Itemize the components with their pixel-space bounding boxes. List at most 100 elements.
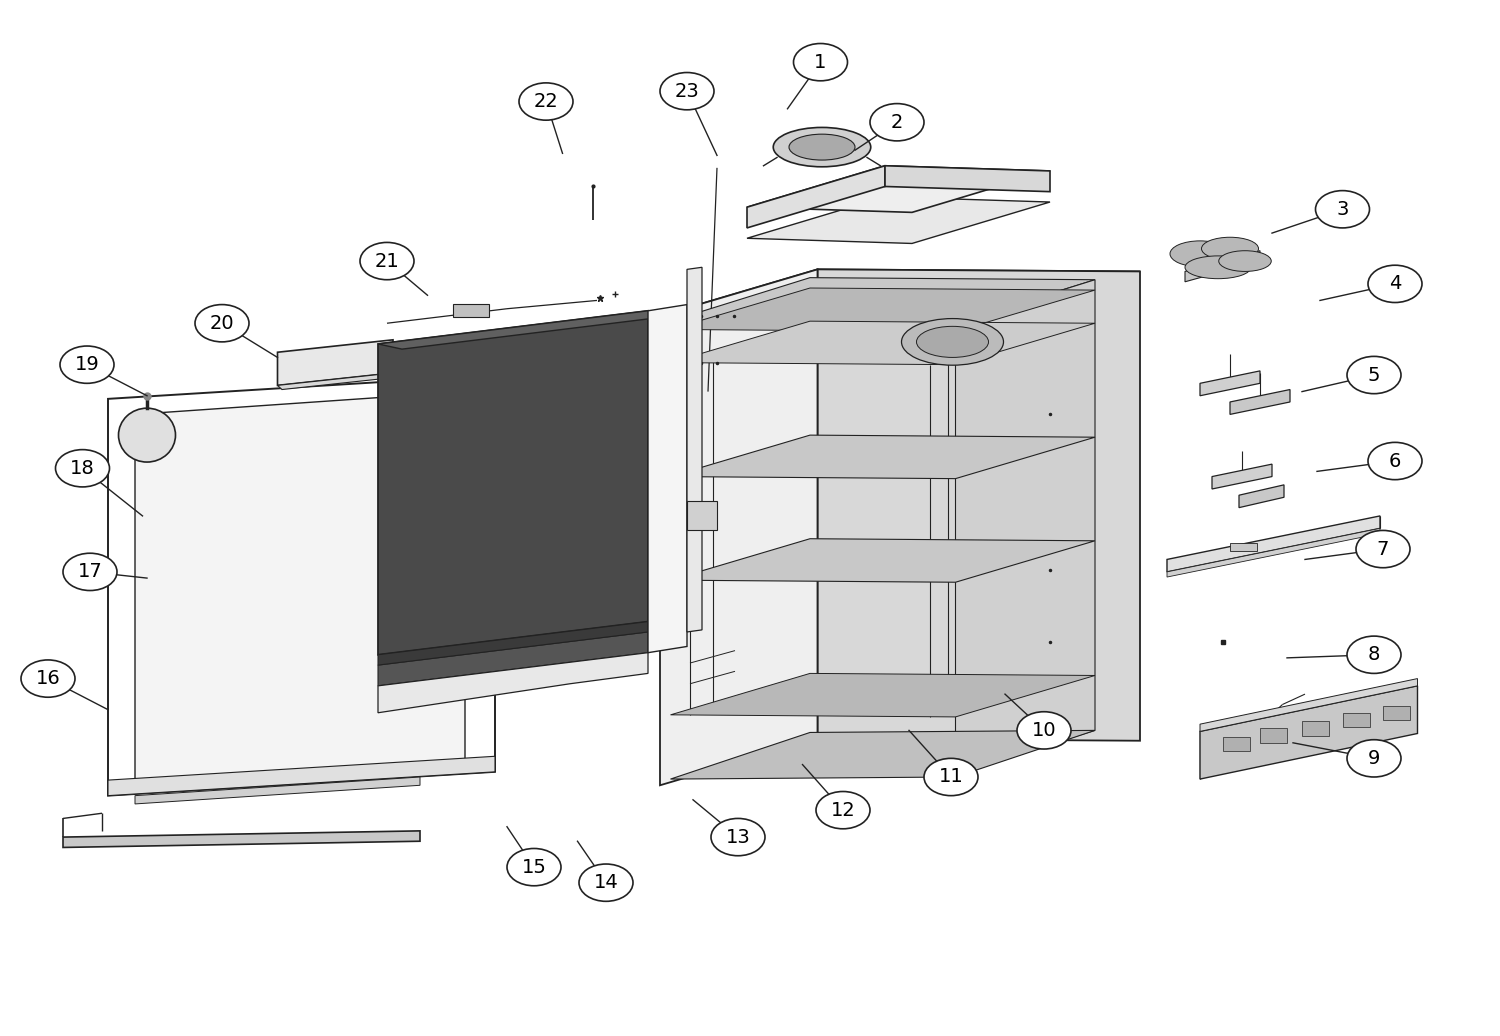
Text: 18: 18: [70, 459, 94, 478]
Polygon shape: [63, 831, 420, 847]
Polygon shape: [378, 311, 648, 655]
Ellipse shape: [1202, 237, 1258, 260]
Text: 17: 17: [78, 563, 102, 581]
Text: 16: 16: [36, 669, 60, 688]
Polygon shape: [1167, 516, 1380, 572]
FancyBboxPatch shape: [453, 304, 489, 317]
Circle shape: [507, 848, 561, 886]
Polygon shape: [747, 166, 885, 228]
Circle shape: [1017, 712, 1071, 749]
Text: 7: 7: [1377, 540, 1389, 558]
Text: 4: 4: [1389, 275, 1401, 293]
Text: 20: 20: [210, 314, 234, 333]
Text: 3: 3: [1336, 200, 1348, 219]
Polygon shape: [670, 539, 1095, 582]
Ellipse shape: [1218, 251, 1270, 271]
Circle shape: [1368, 442, 1422, 480]
Circle shape: [816, 792, 870, 829]
Polygon shape: [1167, 528, 1380, 577]
Polygon shape: [670, 278, 1095, 323]
Text: 1: 1: [815, 53, 827, 71]
Polygon shape: [670, 435, 1095, 479]
Circle shape: [195, 305, 249, 342]
Polygon shape: [660, 269, 818, 785]
Polygon shape: [1239, 485, 1284, 508]
Circle shape: [660, 73, 714, 110]
Circle shape: [60, 346, 114, 383]
Text: 21: 21: [375, 252, 399, 270]
Circle shape: [870, 104, 924, 141]
Circle shape: [794, 44, 847, 81]
Polygon shape: [670, 673, 1095, 717]
Polygon shape: [648, 305, 687, 653]
Ellipse shape: [1185, 256, 1251, 279]
Polygon shape: [885, 166, 1050, 192]
Polygon shape: [108, 375, 495, 796]
Text: 5: 5: [1368, 366, 1380, 384]
Circle shape: [519, 83, 573, 120]
Polygon shape: [378, 653, 648, 713]
FancyBboxPatch shape: [1383, 706, 1410, 720]
Polygon shape: [135, 392, 465, 785]
Polygon shape: [108, 756, 495, 796]
Text: 22: 22: [534, 92, 558, 111]
Polygon shape: [378, 632, 648, 686]
Polygon shape: [670, 730, 1095, 779]
Ellipse shape: [789, 135, 855, 161]
FancyBboxPatch shape: [687, 501, 717, 530]
Text: 9: 9: [1368, 749, 1380, 768]
Text: 2: 2: [891, 113, 903, 132]
Ellipse shape: [916, 326, 988, 357]
Text: 11: 11: [939, 768, 963, 786]
Polygon shape: [687, 267, 702, 632]
Circle shape: [924, 758, 978, 796]
Polygon shape: [278, 373, 398, 390]
Text: 15: 15: [522, 858, 546, 876]
Polygon shape: [818, 269, 1140, 741]
Text: 23: 23: [675, 82, 699, 100]
Circle shape: [21, 660, 75, 697]
Circle shape: [63, 553, 117, 591]
Ellipse shape: [902, 319, 1004, 366]
Polygon shape: [378, 622, 648, 665]
Ellipse shape: [774, 127, 870, 167]
Text: 14: 14: [594, 873, 618, 892]
Polygon shape: [1200, 686, 1417, 779]
Text: 6: 6: [1389, 452, 1401, 470]
Polygon shape: [1200, 679, 1417, 731]
Text: 8: 8: [1368, 645, 1380, 664]
FancyBboxPatch shape: [1260, 728, 1287, 743]
Ellipse shape: [1170, 241, 1230, 267]
Polygon shape: [1200, 371, 1260, 396]
Circle shape: [56, 450, 110, 487]
Circle shape: [1347, 636, 1401, 673]
Text: 10: 10: [1032, 721, 1056, 740]
Circle shape: [711, 818, 765, 856]
Circle shape: [1347, 740, 1401, 777]
FancyBboxPatch shape: [1302, 721, 1329, 736]
Text: 13: 13: [726, 828, 750, 846]
Circle shape: [1356, 530, 1410, 568]
Polygon shape: [135, 777, 420, 804]
Polygon shape: [670, 321, 1095, 365]
Circle shape: [1316, 191, 1370, 228]
Text: 12: 12: [831, 801, 855, 819]
FancyBboxPatch shape: [1222, 737, 1250, 751]
Polygon shape: [378, 311, 672, 349]
Polygon shape: [278, 340, 393, 385]
Polygon shape: [747, 197, 1050, 243]
Polygon shape: [660, 269, 1140, 318]
Text: 19: 19: [75, 355, 99, 374]
Circle shape: [579, 864, 633, 901]
Circle shape: [360, 242, 414, 280]
Polygon shape: [747, 166, 1050, 212]
Circle shape: [1368, 265, 1422, 303]
Polygon shape: [1185, 251, 1260, 282]
Polygon shape: [670, 288, 1095, 332]
Polygon shape: [1212, 464, 1272, 489]
Ellipse shape: [118, 408, 176, 462]
FancyBboxPatch shape: [1230, 543, 1257, 551]
FancyBboxPatch shape: [1342, 713, 1370, 727]
Polygon shape: [1230, 390, 1290, 414]
Polygon shape: [956, 280, 1095, 774]
